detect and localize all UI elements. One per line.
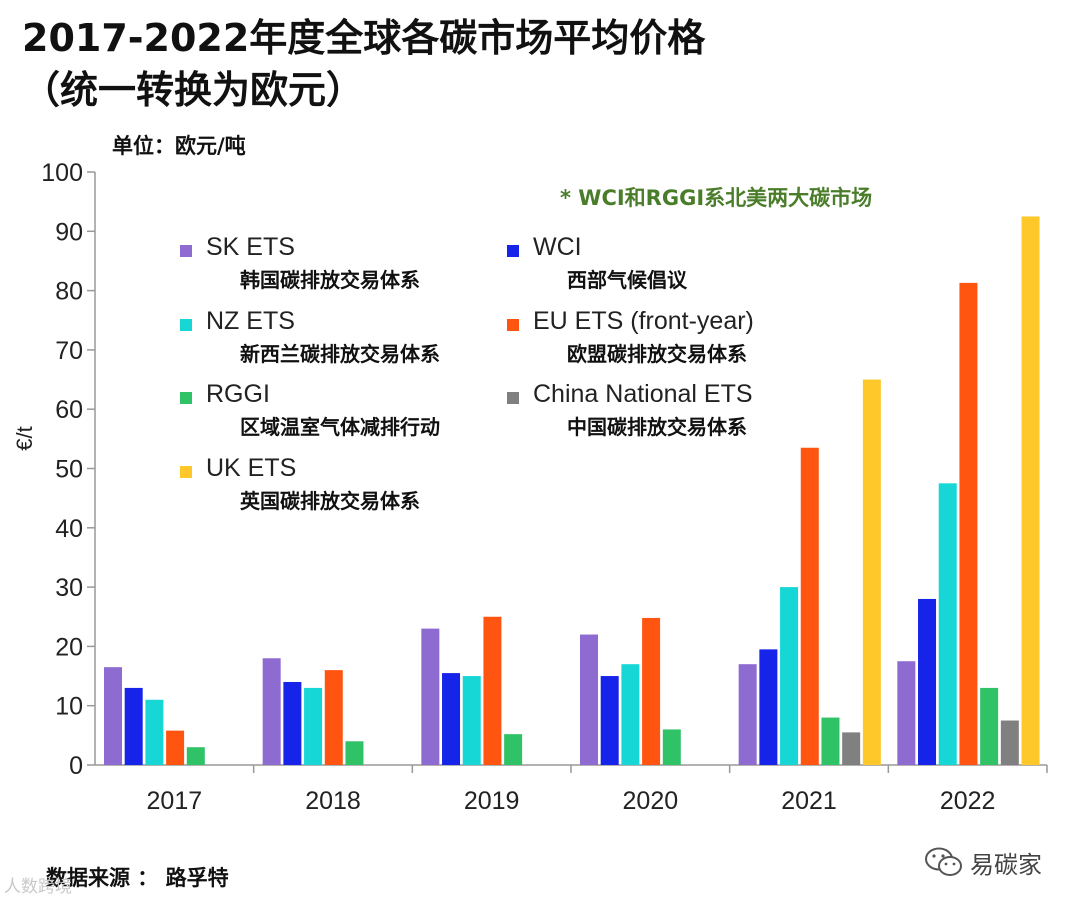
bar-sk-2020 — [580, 634, 598, 765]
bar-rggi-2020 — [662, 729, 681, 765]
y-tick-label: 0 — [69, 752, 83, 780]
bar-nz-2022 — [938, 483, 957, 765]
y-tick-label: 90 — [55, 218, 83, 246]
bar-rggi-2022 — [980, 687, 999, 765]
bar-china-2021 — [842, 732, 861, 765]
x-tick-label: 2022 — [940, 787, 996, 815]
bar-eu-2020 — [642, 617, 661, 765]
legend-sublabel: 区域温室气体减排行动 — [240, 415, 440, 439]
bar-sk-2019 — [421, 628, 440, 765]
bar-eu-2022 — [959, 282, 978, 765]
y-tick-label: 30 — [55, 574, 83, 602]
chart-subtitle: （统一转换为欧元） — [22, 68, 365, 112]
bar-uk-2022 — [1021, 216, 1040, 766]
y-tick-label: 100 — [41, 159, 83, 187]
bar-eu-2019 — [483, 616, 502, 765]
brand-name: 易碳家 — [970, 851, 1042, 879]
x-tick-label: 2020 — [623, 787, 679, 815]
legend-sublabel: 英国碳排放交易体系 — [240, 489, 420, 513]
legend-swatch — [180, 392, 192, 404]
y-tick-label: 40 — [55, 515, 83, 543]
bar-wci-2022 — [918, 598, 937, 765]
y-tick-label: 50 — [55, 456, 83, 484]
bar-nz-2019 — [462, 676, 481, 765]
bar-sk-2022 — [897, 661, 916, 765]
bar-wci-2017 — [124, 687, 143, 765]
bar-sk-2018 — [262, 658, 281, 765]
watermark: 人数跨境 — [4, 877, 72, 897]
x-tick-label: 2021 — [781, 787, 837, 815]
bar-sk-2017 — [104, 667, 122, 765]
x-tick-label: 2019 — [464, 787, 520, 815]
bar-eu-2018 — [324, 670, 343, 765]
bar-rggi-2021 — [821, 717, 840, 765]
bar-nz-2017 — [145, 699, 164, 765]
brand: 易碳家 — [924, 845, 1042, 880]
bar-wci-2021 — [759, 649, 778, 765]
legend-swatch — [180, 466, 192, 478]
y-tick-label: 20 — [55, 633, 83, 661]
legend-sublabel: 欧盟碳排放交易体系 — [567, 342, 747, 366]
y-tick-label: 80 — [55, 278, 83, 306]
bar-rggi-2018 — [345, 741, 364, 765]
legend-swatch — [507, 392, 519, 404]
legend-swatch — [180, 319, 192, 331]
legend-swatch — [507, 319, 519, 331]
bar-nz-2018 — [304, 687, 323, 765]
bar-nz-2020 — [621, 664, 640, 765]
bar-eu-2021 — [800, 447, 819, 765]
x-tick-label: 2017 — [147, 787, 203, 815]
legend-label: NZ ETS — [206, 307, 295, 335]
bar-rggi-2019 — [504, 734, 523, 765]
legend-sublabel: 韩国碳排放交易体系 — [240, 268, 420, 292]
bar-wci-2020 — [600, 676, 619, 765]
chart-note: * WCI和RGGI系北美两大碳市场 — [560, 186, 873, 210]
chart-title: 2017-2022年度全球各碳市场平均价格 — [22, 12, 705, 64]
bar-wci-2019 — [442, 673, 461, 765]
legend-label: SK ETS — [206, 233, 295, 261]
legend-sublabel: 中国碳排放交易体系 — [567, 415, 747, 439]
legend-label: EU ETS (front-year) — [533, 307, 754, 335]
y-tick-label: 60 — [55, 396, 83, 424]
bar-uk-2021 — [862, 379, 881, 765]
legend-label: RGGI — [206, 380, 270, 408]
bar-china-2022 — [1000, 720, 1019, 765]
legend-sublabel: 西部气候倡议 — [567, 268, 687, 292]
y-tick-label: 70 — [55, 337, 83, 365]
y-axis-label: €/t — [12, 426, 37, 450]
legend-label: China National ETS — [533, 380, 753, 408]
unit-label: 单位：欧元/吨 — [112, 134, 246, 158]
legend-swatch — [180, 245, 192, 257]
wechat-icon — [925, 847, 962, 876]
bar-eu-2017 — [166, 730, 185, 765]
y-tick-label: 10 — [55, 693, 83, 721]
legend-sublabel: 新西兰碳排放交易体系 — [240, 342, 440, 366]
bar-sk-2021 — [738, 664, 757, 765]
legend-swatch — [507, 245, 519, 257]
legend-label: UK ETS — [206, 454, 297, 482]
data-source: 数据来源 ： 路孚特 — [46, 866, 229, 890]
bar-wci-2018 — [283, 681, 302, 765]
x-tick-label: 2018 — [305, 787, 361, 815]
legend-label: WCI — [533, 233, 582, 261]
chart-title-line1: 2017-2022年度全球各碳市场平均价格 — [22, 16, 706, 60]
bar-rggi-2017 — [186, 747, 205, 765]
bar-nz-2021 — [780, 587, 799, 765]
